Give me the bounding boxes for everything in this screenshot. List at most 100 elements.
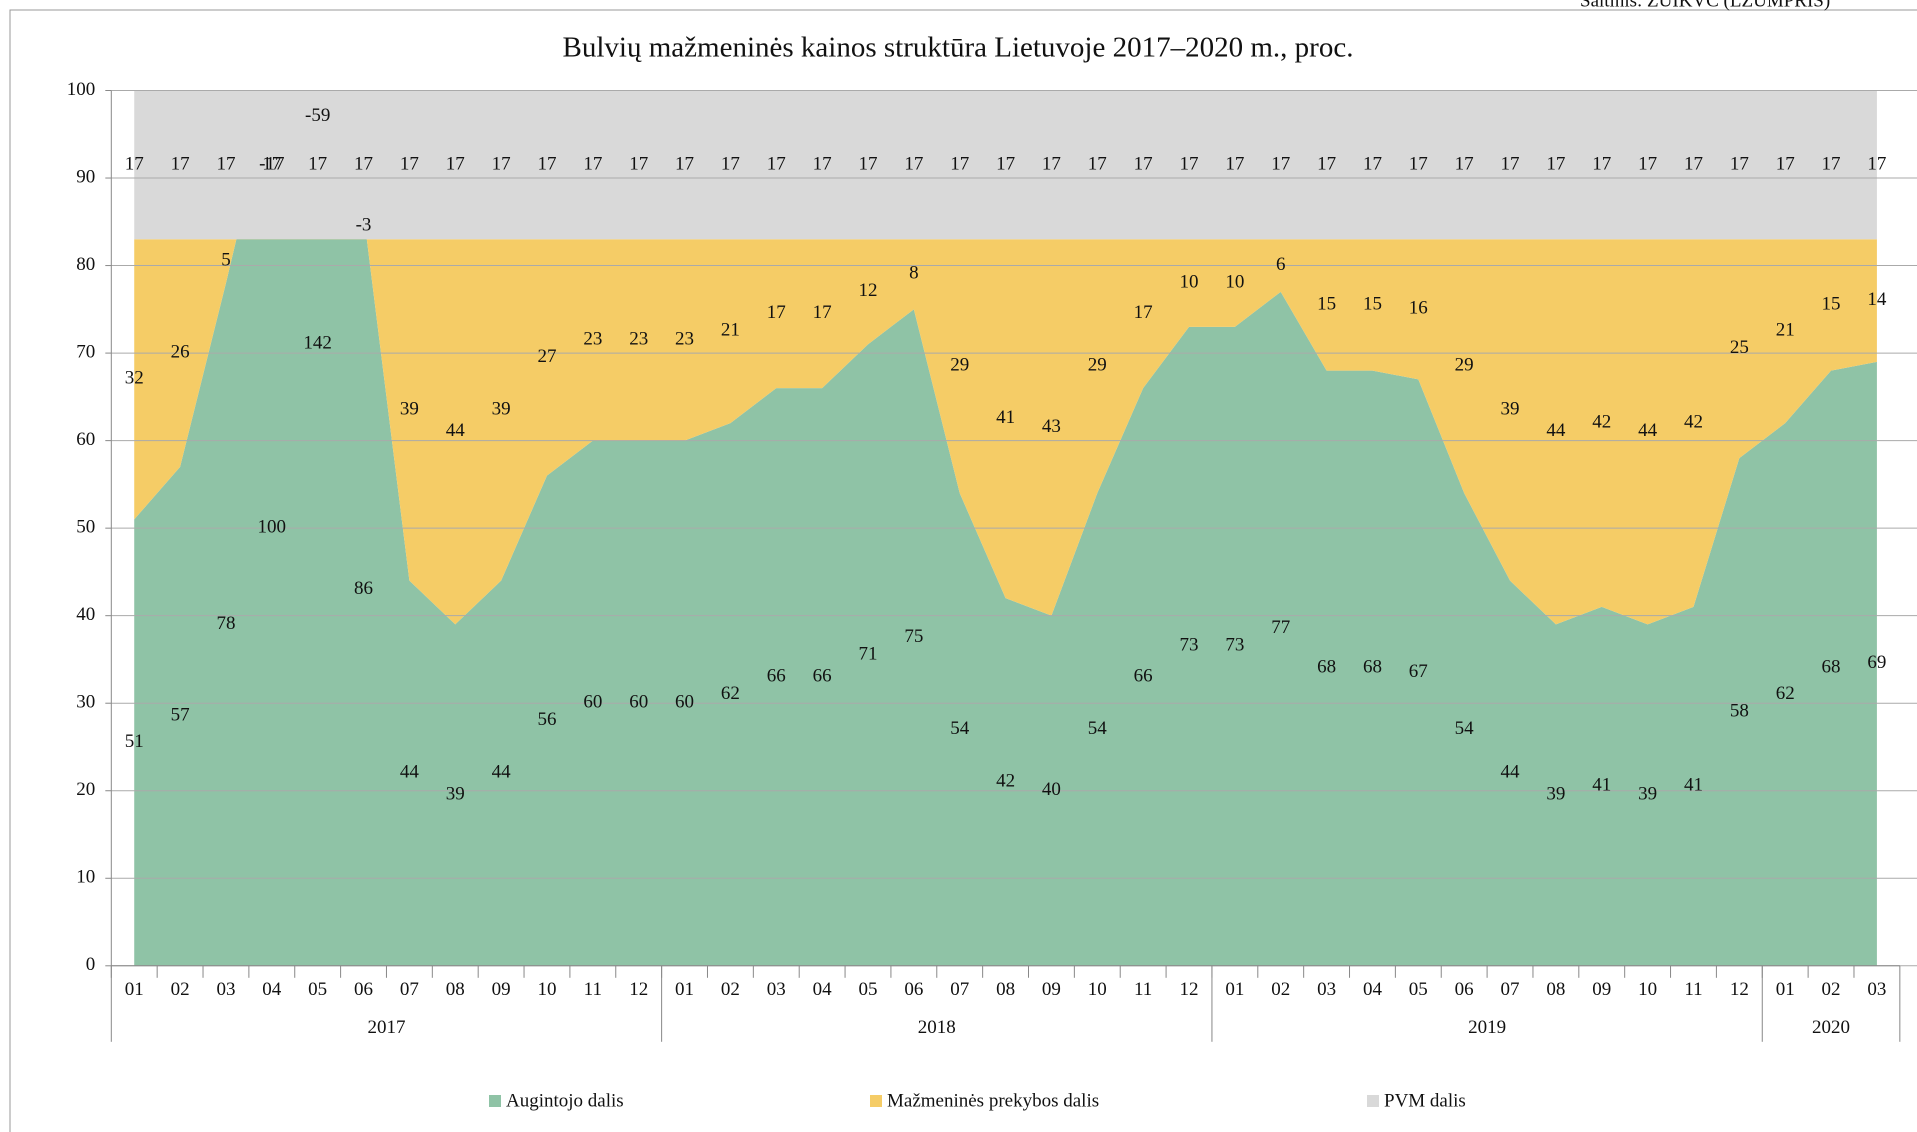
x-tick-label: 11	[1684, 979, 1702, 1000]
data-label: 44	[446, 420, 466, 441]
x-tick-label: 05	[858, 979, 877, 1000]
data-label: 17	[308, 153, 327, 174]
y-tick-label: 70	[76, 341, 95, 362]
x-tick-label: 03	[1867, 979, 1886, 1000]
data-label: 60	[629, 692, 648, 713]
x-tick-label: 05	[1409, 979, 1428, 1000]
y-tick-label: 40	[76, 604, 95, 625]
group-label: 2020	[1812, 1017, 1850, 1038]
x-tick-label: 11	[1134, 979, 1152, 1000]
data-label: 21	[1776, 320, 1795, 341]
data-label: 10	[1225, 271, 1244, 292]
data-label: 15	[1822, 293, 1841, 314]
data-label: 29	[950, 355, 969, 376]
area	[134, 90, 1877, 240]
data-label: 75	[904, 626, 923, 647]
data-label: 17	[354, 153, 373, 174]
x-tick-label: 12	[1730, 979, 1749, 1000]
x-tick-label: 08	[1546, 979, 1565, 1000]
x-tick-label: 01	[1225, 979, 1244, 1000]
data-label: 62	[1776, 683, 1795, 704]
legend-label: Mažmeninės prekybos dalis	[887, 1090, 1099, 1111]
data-label: 17	[1088, 153, 1107, 174]
data-label: 17	[583, 153, 602, 174]
data-label: 17	[675, 153, 694, 174]
x-tick-label: 04	[813, 979, 833, 1000]
data-label: 21	[721, 320, 740, 341]
group-label: 2017	[367, 1017, 405, 1038]
data-label: 6	[1276, 254, 1286, 275]
data-label: 17	[767, 302, 786, 323]
data-label: 44	[1638, 420, 1658, 441]
data-label: 17	[1546, 153, 1565, 174]
data-label: 17	[721, 153, 740, 174]
data-label: 17	[1822, 153, 1841, 174]
data-label: 8	[909, 263, 919, 284]
x-tick-label: 10	[537, 979, 556, 1000]
legend-label: Augintojo dalis	[506, 1090, 624, 1111]
data-label: 17	[1409, 153, 1428, 174]
data-label: 17	[1638, 153, 1657, 174]
data-label: 41	[996, 407, 1015, 428]
x-tick-label: 03	[767, 979, 786, 1000]
data-label: 78	[216, 613, 235, 634]
x-tick-label: 11	[584, 979, 602, 1000]
x-tick-label: 02	[1822, 979, 1841, 1000]
data-label: 26	[171, 341, 190, 362]
data-label: 17	[1225, 153, 1244, 174]
x-tick-label: 09	[1042, 979, 1061, 1000]
x-tick-label: 02	[171, 979, 190, 1000]
data-label: 27	[537, 346, 556, 367]
data-label: 17	[1684, 153, 1703, 174]
data-label: 41	[1592, 775, 1611, 796]
x-tick-label: 05	[308, 979, 327, 1000]
data-label: 17	[950, 153, 969, 174]
source: Šaltinis: ŽŪIKVC (LŽŪMPRIS)	[1580, 0, 1830, 11]
data-label: 54	[950, 718, 970, 739]
data-label: 10	[1180, 271, 1199, 292]
data-label: 17	[813, 302, 832, 323]
x-tick-label: 09	[492, 979, 511, 1000]
data-label: 60	[583, 692, 602, 713]
data-label: 68	[1363, 657, 1382, 678]
data-label: 100	[258, 517, 287, 538]
data-label: -17	[259, 153, 284, 174]
y-tick-label: 20	[76, 779, 95, 800]
data-label: 17	[446, 153, 465, 174]
y-tick-label: 90	[76, 166, 95, 187]
data-label: 51	[125, 731, 144, 752]
data-label: 40	[1042, 779, 1061, 800]
data-label: 25	[1730, 337, 1749, 358]
x-tick-label: 07	[400, 979, 419, 1000]
data-label: 39	[446, 783, 465, 804]
data-label: 68	[1822, 657, 1841, 678]
frame	[9, 9, 1917, 1132]
x-tick-label: 06	[354, 979, 373, 1000]
data-label: 17	[1592, 153, 1611, 174]
data-label: 39	[1638, 783, 1657, 804]
data-label: 14	[1867, 289, 1887, 310]
data-label: 73	[1225, 635, 1244, 656]
group-label: 2019	[1468, 1017, 1506, 1038]
data-label: 17	[813, 153, 832, 174]
y-tick-label: 0	[86, 954, 96, 975]
data-label: 43	[1042, 416, 1061, 437]
legend-swatch	[1367, 1095, 1379, 1107]
data-label: 17	[1180, 153, 1199, 174]
legend-swatch	[489, 1095, 501, 1107]
x-tick-label: 08	[446, 979, 465, 1000]
x-tick-label: 12	[1180, 979, 1199, 1000]
data-label: 42	[1684, 411, 1703, 432]
data-label: 32	[125, 368, 144, 389]
data-label: 17	[125, 153, 144, 174]
data-label: 71	[858, 643, 877, 664]
data-label: 17	[1730, 153, 1749, 174]
data-label: 17	[1134, 302, 1153, 323]
data-label: 17	[1134, 153, 1153, 174]
data-label: 77	[1271, 617, 1290, 638]
data-label: 29	[1455, 355, 1474, 376]
data-label: 54	[1088, 718, 1108, 739]
chart-title: Bulvių mažmeninės kainos struktūra Lietu…	[563, 32, 1354, 64]
data-label: 39	[492, 398, 511, 419]
y-tick-label: 100	[67, 79, 96, 100]
